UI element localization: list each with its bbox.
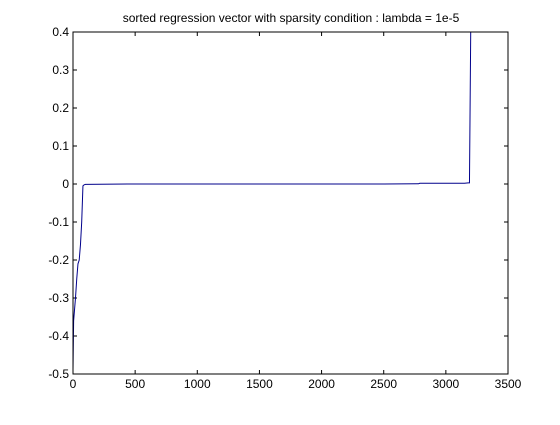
- y-tick-label: -0.1: [48, 215, 69, 229]
- x-tick-label: 1500: [246, 377, 273, 391]
- y-tick-label: 0.4: [52, 25, 69, 39]
- tick-label-layer: 0 500 1000 1500 2000 2500 3000 3500 -0.5 -0.4 -0.3…: [48, 25, 521, 391]
- y-tick-label: 0.1: [52, 139, 69, 153]
- y-tick-label: -0.3: [48, 291, 69, 305]
- x-tick-label: 1000: [184, 377, 211, 391]
- y-tick-label: 0.3: [52, 63, 69, 77]
- x-tick-label: 3500: [495, 377, 522, 391]
- y-tick-label: -0.5: [48, 367, 69, 381]
- x-tick-label: 0: [70, 377, 77, 391]
- series-line: [72, 31, 472, 371]
- x-tick-label: 2000: [308, 377, 335, 391]
- chart-title: sorted regression vector with sparsity c…: [123, 11, 460, 25]
- y-tick-label: 0: [62, 177, 69, 191]
- y-tick-label: -0.4: [48, 329, 69, 343]
- y-tick-label: -0.2: [48, 253, 69, 267]
- plot-area: [73, 32, 508, 374]
- y-tick-label: 0.2: [52, 101, 69, 115]
- axes-box: [72, 31, 509, 375]
- x-tick-label: 3000: [433, 377, 460, 391]
- x-tick-label: 500: [125, 377, 145, 391]
- x-tick-label: 2500: [370, 377, 397, 391]
